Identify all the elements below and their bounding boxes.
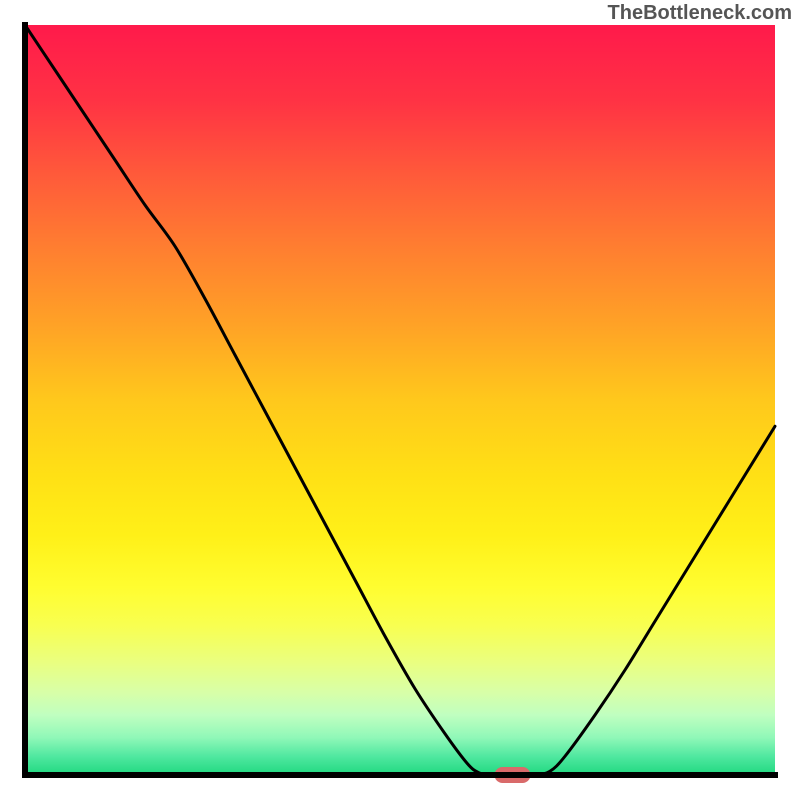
bottleneck-chart xyxy=(0,0,800,800)
chart-container: TheBottleneck.com xyxy=(0,0,800,800)
watermark-label: TheBottleneck.com xyxy=(608,2,792,25)
